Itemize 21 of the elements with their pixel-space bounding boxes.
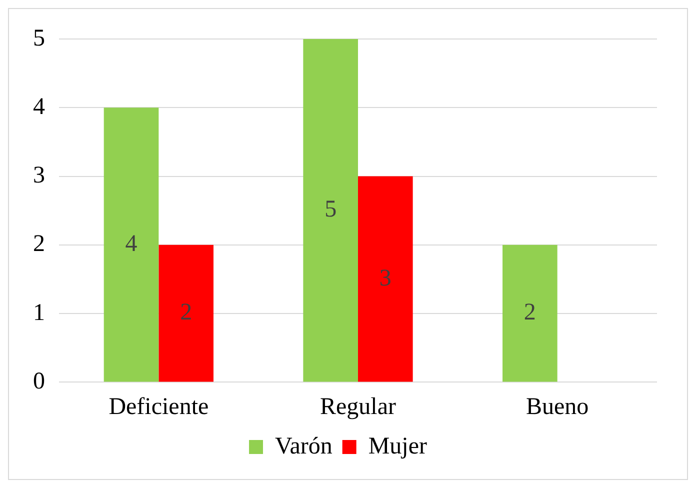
y-tick-label: 5 [33,25,45,52]
bar [502,244,558,382]
x-tick-label: Regular [320,394,396,420]
data-label: 2 [524,300,536,326]
data-label: 3 [379,265,392,292]
data-label: 5 [324,196,337,223]
bar [158,244,214,382]
y-tick-label: 1 [33,300,45,326]
bar [303,39,358,382]
bar [358,176,413,382]
data-label: 4 [125,230,138,257]
bar [104,108,159,382]
y-tick-label: 3 [33,162,45,189]
data-label: 2 [180,300,192,326]
y-tick-label: 4 [33,94,45,120]
legend-label: Mujer [368,433,427,460]
legend-label: Varón [275,433,332,460]
y-tick-label: 0 [33,368,45,394]
x-tick-label: Deficiente [108,394,209,420]
y-tick-label: 2 [33,231,45,258]
x-tick-label: Bueno [526,394,589,420]
